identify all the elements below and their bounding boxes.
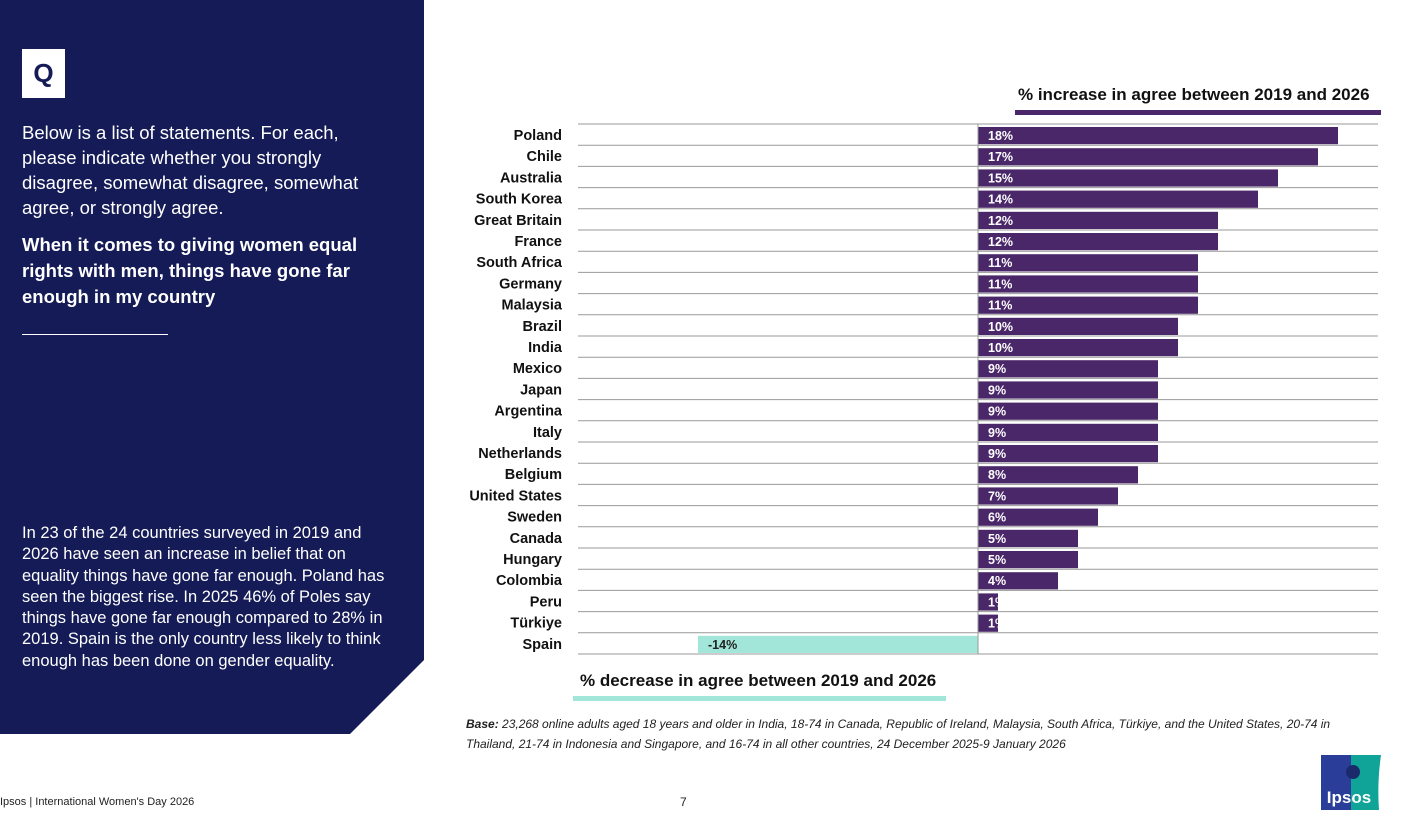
category-label: Netherlands <box>478 446 562 462</box>
bar <box>978 551 1078 569</box>
bar <box>978 445 1158 463</box>
data-label: 4% <box>988 574 1006 588</box>
data-label: 18% <box>988 129 1013 143</box>
data-label: -14% <box>708 638 737 652</box>
bar <box>978 508 1098 526</box>
svg-text:Ipsos: Ipsos <box>1327 788 1371 807</box>
category-label: Argentina <box>494 404 563 420</box>
category-label: South Africa <box>476 255 563 271</box>
data-label: 5% <box>988 553 1006 567</box>
bar <box>978 233 1218 251</box>
data-label: 11% <box>988 299 1012 313</box>
data-label: 7% <box>988 489 1006 503</box>
bar <box>978 190 1258 208</box>
category-label: Sweden <box>507 510 562 526</box>
bar <box>978 339 1178 357</box>
category-label: South Korea <box>476 192 563 208</box>
category-label: Brazil <box>523 319 563 335</box>
category-label: Belgium <box>505 467 562 483</box>
footer-text: Ipsos | International Women's Day 2026 <box>0 796 195 808</box>
bar <box>978 572 1058 590</box>
category-label: India <box>528 340 563 356</box>
bar <box>978 614 998 632</box>
bar <box>978 296 1198 314</box>
bar <box>978 127 1338 145</box>
category-label: France <box>514 234 562 250</box>
bar <box>978 402 1158 420</box>
category-label: Türkiye <box>510 616 562 632</box>
category-label: Germany <box>499 276 562 292</box>
data-label: 11% <box>988 277 1012 291</box>
legend-decrease: % decrease in agree between 2019 and 202… <box>580 671 937 690</box>
bar <box>978 169 1278 187</box>
bar <box>978 148 1318 166</box>
data-label: 10% <box>988 341 1013 355</box>
legend-increase: % increase in agree between 2019 and 202… <box>1018 85 1370 104</box>
base-label: Base: <box>466 717 499 731</box>
category-label: Australia <box>500 170 563 186</box>
bar <box>978 360 1158 378</box>
ipsos-logo: Ipsos <box>1321 755 1381 810</box>
category-label: Canada <box>510 531 563 547</box>
divider <box>22 334 168 335</box>
legend-decrease-line <box>573 696 946 701</box>
summary-text: In 23 of the 24 countries surveyed in 20… <box>22 524 385 670</box>
bar <box>978 381 1158 399</box>
bar <box>978 423 1158 441</box>
data-label: 10% <box>988 320 1013 334</box>
question-panel <box>0 0 424 734</box>
category-label: Great Britain <box>474 213 562 229</box>
category-label: Mexico <box>513 361 562 377</box>
data-label: 9% <box>988 383 1006 397</box>
data-label: 17% <box>988 150 1013 164</box>
bar <box>978 275 1198 293</box>
data-label: 12% <box>988 214 1013 228</box>
bar <box>978 211 1218 229</box>
data-label: 14% <box>988 193 1013 207</box>
data-label: 11% <box>988 256 1012 270</box>
bar <box>978 529 1078 547</box>
question-badge: Q <box>22 49 65 98</box>
bar <box>978 317 1178 335</box>
bar <box>698 635 978 653</box>
data-label: 9% <box>988 405 1006 419</box>
category-label: Japan <box>520 382 562 398</box>
bar <box>978 254 1198 272</box>
category-label: Chile <box>527 149 562 165</box>
data-label: 9% <box>988 426 1006 440</box>
bar <box>978 593 998 611</box>
category-label: Colombia <box>496 573 563 589</box>
data-label: 6% <box>988 511 1006 525</box>
data-label: 8% <box>988 468 1006 482</box>
data-label: 9% <box>988 362 1006 376</box>
data-label: 1% <box>988 617 1006 631</box>
category-label: Hungary <box>503 552 562 568</box>
data-label: 1% <box>988 595 1006 609</box>
bar <box>978 487 1118 505</box>
category-label: Malaysia <box>502 298 563 314</box>
data-label: 5% <box>988 532 1006 546</box>
bar <box>978 466 1138 484</box>
question-text: Below is a list of statements. For each,… <box>22 122 359 218</box>
question-statement: When it comes to giving women equal righ… <box>22 234 358 307</box>
category-label: Italy <box>533 425 562 441</box>
category-label: Spain <box>523 637 562 653</box>
base-text: 23,268 online adults aged 18 years and o… <box>466 717 1331 751</box>
legend-increase-line <box>1015 110 1381 115</box>
data-label: 15% <box>988 171 1013 185</box>
data-label: 9% <box>988 447 1006 461</box>
category-label: Poland <box>514 128 562 144</box>
base-note: Base: 23,268 online adults aged 18 years… <box>466 714 1381 754</box>
category-label: Peru <box>530 594 562 610</box>
page-number: 7 <box>680 795 687 809</box>
data-label: 12% <box>988 235 1013 249</box>
category-label: United States <box>469 488 562 504</box>
